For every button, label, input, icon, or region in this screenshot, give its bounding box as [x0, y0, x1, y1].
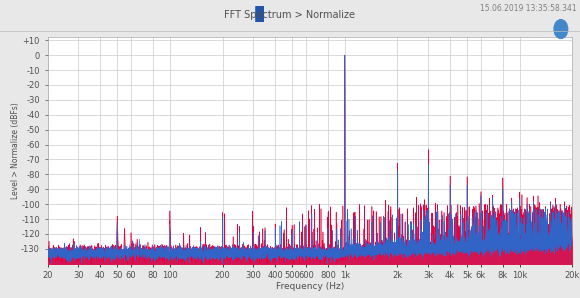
- Y-axis label: Level > Normalize (dBFs): Level > Normalize (dBFs): [10, 102, 20, 199]
- X-axis label: Frequency (Hz): Frequency (Hz): [276, 282, 344, 291]
- FancyBboxPatch shape: [255, 6, 264, 22]
- Circle shape: [554, 20, 568, 38]
- Text: 15.06.2019 13:35:58.341: 15.06.2019 13:35:58.341: [480, 4, 577, 13]
- Text: FFT Spectrum > Normalize: FFT Spectrum > Normalize: [224, 10, 356, 21]
